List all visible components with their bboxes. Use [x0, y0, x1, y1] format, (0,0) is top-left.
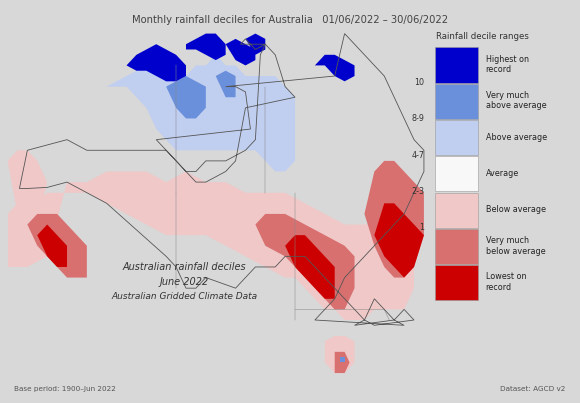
- Polygon shape: [126, 44, 186, 81]
- Bar: [435, 193, 478, 228]
- Polygon shape: [166, 76, 206, 118]
- Polygon shape: [374, 203, 424, 278]
- Polygon shape: [255, 214, 354, 310]
- Text: Australian rainfall deciles: Australian rainfall deciles: [123, 262, 246, 272]
- Text: Monthly rainfall deciles for Australia   01/06/2022 – 30/06/2022: Monthly rainfall deciles for Australia 0…: [132, 15, 448, 25]
- Bar: [435, 265, 478, 300]
- Text: June 2022: June 2022: [160, 277, 209, 287]
- Polygon shape: [335, 352, 350, 373]
- Polygon shape: [245, 33, 265, 55]
- Polygon shape: [186, 33, 226, 60]
- Bar: [435, 156, 478, 191]
- Polygon shape: [216, 71, 235, 97]
- Bar: [435, 229, 478, 264]
- Text: 1: 1: [419, 223, 425, 232]
- Bar: [435, 48, 478, 83]
- Text: 2-3: 2-3: [411, 187, 425, 196]
- Polygon shape: [364, 161, 424, 278]
- Text: Dataset: AGCD v2: Dataset: AGCD v2: [500, 386, 566, 392]
- Text: Base period: 1900–Jun 2022: Base period: 1900–Jun 2022: [14, 386, 117, 392]
- Polygon shape: [8, 172, 414, 320]
- Text: Lowest on
record: Lowest on record: [485, 272, 526, 292]
- Text: Australian Gridded Climate Data: Australian Gridded Climate Data: [111, 292, 258, 301]
- Text: Highest on
record: Highest on record: [485, 55, 529, 74]
- Text: 4-7: 4-7: [411, 151, 425, 160]
- Text: Above average: Above average: [485, 133, 547, 141]
- Text: 8-9: 8-9: [411, 114, 425, 123]
- Polygon shape: [340, 357, 345, 362]
- Text: 10: 10: [414, 78, 425, 87]
- Bar: [435, 120, 478, 155]
- Polygon shape: [27, 214, 87, 278]
- Text: Below average: Below average: [485, 205, 546, 214]
- Polygon shape: [37, 224, 67, 267]
- Text: Very much
above average: Very much above average: [485, 91, 546, 110]
- Text: Average: Average: [485, 169, 519, 178]
- Text: Rainfall decile ranges: Rainfall decile ranges: [436, 32, 529, 41]
- Polygon shape: [325, 336, 354, 373]
- Polygon shape: [315, 55, 354, 81]
- Polygon shape: [97, 55, 295, 172]
- Polygon shape: [226, 39, 255, 65]
- Polygon shape: [8, 150, 47, 246]
- Polygon shape: [285, 235, 335, 299]
- Bar: [435, 84, 478, 119]
- Text: Very much
below average: Very much below average: [485, 236, 545, 256]
